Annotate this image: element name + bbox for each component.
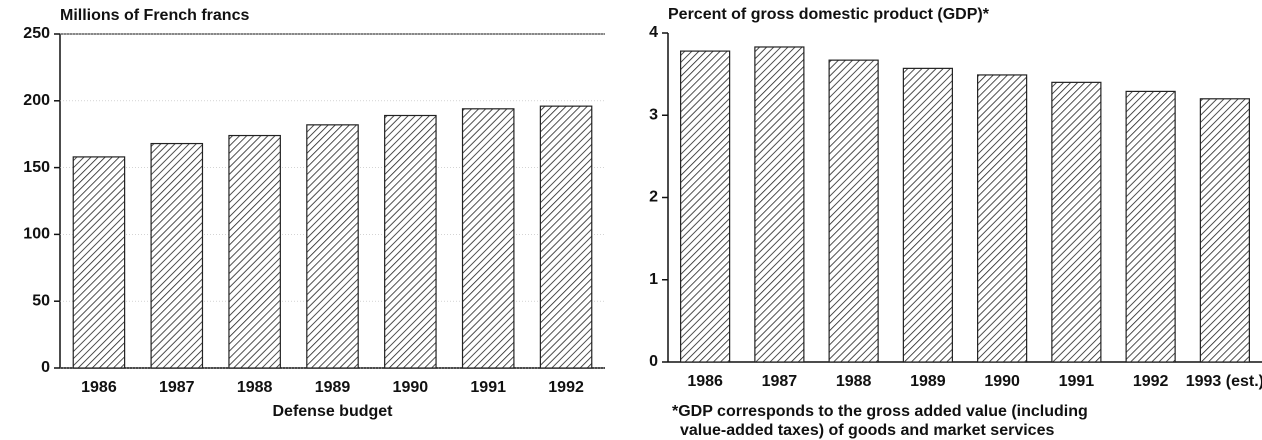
y-tick-label: 3 (649, 106, 658, 123)
x-tick-label: 1988 (836, 373, 872, 390)
y-tick-label: 50 (32, 292, 50, 309)
y-tick-label: 250 (23, 25, 50, 42)
y-tick-label: 4 (649, 24, 658, 41)
bar (754, 46, 805, 363)
x-tick-label: 1986 (687, 373, 723, 390)
y-tick-label: 0 (649, 353, 658, 370)
bar (150, 142, 204, 369)
bar (680, 50, 731, 363)
x-tick-label: 1990 (984, 373, 1020, 390)
bar (384, 114, 437, 369)
bar (977, 74, 1028, 363)
bar (1199, 98, 1250, 363)
bar (306, 124, 359, 369)
bar (228, 134, 281, 369)
y-tick-label: 1 (649, 271, 658, 288)
bar (1125, 90, 1176, 363)
x-tick-label: 1988 (237, 379, 273, 396)
x-tick-label: 1989 (910, 373, 946, 390)
x-tick-label: 1991 (470, 379, 506, 396)
y-tick-label: 100 (23, 226, 50, 243)
bar (539, 105, 593, 369)
x-tick-label: 1993 (est.) (1186, 373, 1262, 390)
y-tick-label: 2 (649, 189, 658, 206)
x-tick-label: 1992 (548, 379, 584, 396)
footnote: *GDP corresponds to the gross added valu… (672, 403, 1088, 420)
bar (828, 59, 879, 363)
y-tick-label: 150 (23, 159, 50, 176)
x-tick-label: 1991 (1059, 373, 1095, 390)
chart-title: Millions of French francs (60, 7, 249, 24)
footnote: value-added taxes) of goods and market s… (680, 422, 1054, 439)
x-tick-label: 1992 (1133, 373, 1169, 390)
x-tick-label: 1987 (762, 373, 798, 390)
x-tick-label: 1987 (159, 379, 195, 396)
y-tick-label: 0 (41, 359, 50, 376)
bar (902, 67, 953, 363)
bar (461, 108, 515, 369)
x-tick-label: 1986 (81, 379, 117, 396)
x-tick-label: 1990 (393, 379, 429, 396)
bar (1051, 81, 1102, 363)
x-axis-label: Defense budget (272, 403, 393, 420)
y-tick-label: 200 (23, 92, 50, 109)
chart-title: Percent of gross domestic product (GDP)* (668, 6, 990, 23)
bar (72, 156, 126, 369)
x-tick-label: 1989 (315, 379, 351, 396)
